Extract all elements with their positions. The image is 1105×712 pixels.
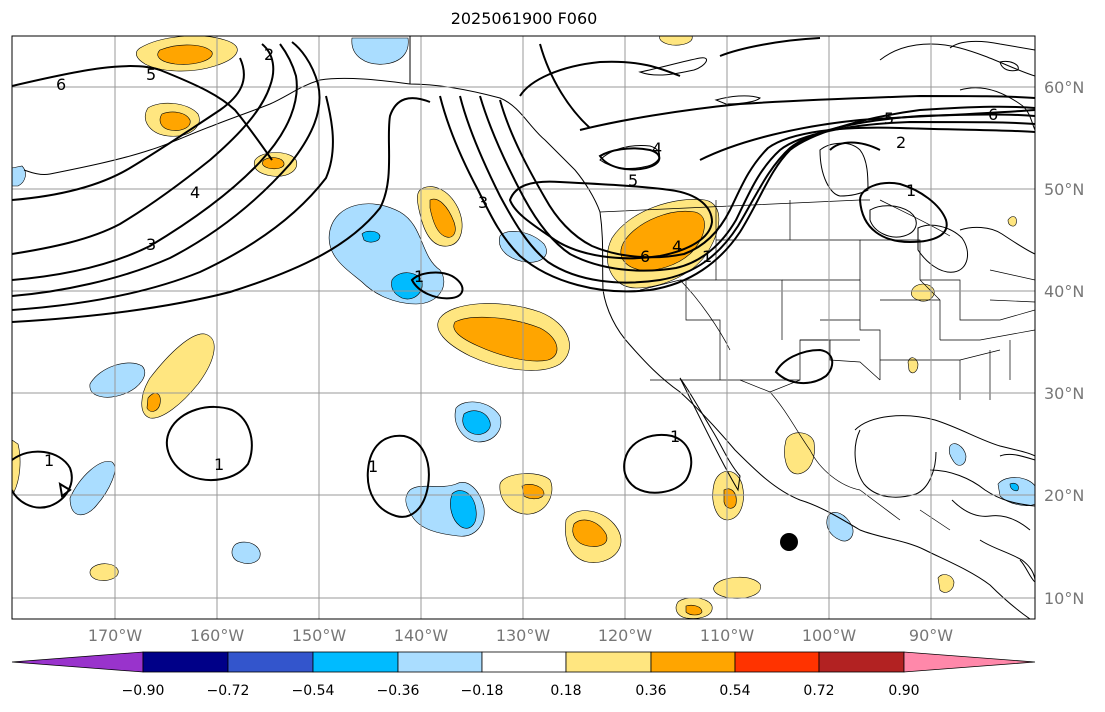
state-boundaries <box>599 199 1035 531</box>
colorbar-tick-label: −0.18 <box>460 683 504 699</box>
lon-label: 160°W <box>189 626 245 645</box>
colorbar-tick-label: −0.72 <box>206 683 250 699</box>
map-frame <box>11 35 1036 620</box>
colorbar-tick-label: 0.18 <box>550 683 582 699</box>
contour-label: 1 <box>906 181 916 200</box>
storm-position-dot <box>780 533 798 551</box>
contour-label: 3 <box>146 235 156 254</box>
contour-lines <box>12 37 1035 518</box>
lon-label: 130°W <box>495 626 551 645</box>
graticule <box>12 36 1035 619</box>
colorbar-tick-label: 0.72 <box>803 683 835 699</box>
colorbar-segment <box>142 651 229 673</box>
colorbar-segment <box>227 651 314 673</box>
shaded-field <box>12 36 1035 619</box>
colorbar-segment <box>565 651 652 673</box>
lon-label: 170°W <box>87 626 143 645</box>
colorbar-segment <box>818 651 905 673</box>
colorbar-segment <box>312 651 399 673</box>
colorbar-tick-label: −0.36 <box>376 683 420 699</box>
contour-label-group: 6 5 2 4 3 3 5 4 2 6 5 1 6 4 1 1 1 1 1 1 <box>44 45 998 476</box>
lat-label: 40°N <box>1044 282 1085 301</box>
contour-label: 1 <box>702 247 712 266</box>
lat-label: 30°N <box>1044 384 1085 403</box>
lon-label: 100°W <box>801 626 857 645</box>
colorbar-tick-label: −0.90 <box>121 683 165 699</box>
lon-label: 120°W <box>597 626 653 645</box>
contour-label: 1 <box>368 457 378 476</box>
contour-label: 4 <box>190 183 200 202</box>
contour-label: 4 <box>672 237 682 256</box>
colorbar-segment <box>481 651 567 673</box>
lon-label: 140°W <box>393 626 449 645</box>
lon-label: 150°W <box>291 626 347 645</box>
contour-label: 2 <box>896 133 906 152</box>
contour-label: 4 <box>652 139 662 158</box>
lat-label: 10°N <box>1044 589 1085 608</box>
contour-label: 1 <box>214 455 224 474</box>
contour-label: 6 <box>56 75 66 94</box>
colorbar-tick-label: 0.36 <box>635 683 667 699</box>
contour-label: 3 <box>478 193 488 212</box>
colorbar-segment <box>397 651 483 673</box>
contour-label: 6 <box>988 105 998 124</box>
lon-label: 90°W <box>908 626 954 645</box>
colorbar-lower-extension <box>11 651 144 673</box>
lon-label: 110°W <box>699 626 755 645</box>
contour-label: 1 <box>670 427 680 446</box>
colorbar-tick-label: 0.90 <box>888 683 920 699</box>
contour-label: 5 <box>628 171 638 190</box>
contour-label: 5 <box>884 109 894 128</box>
colorbar-tick-label: 0.54 <box>719 683 751 699</box>
map-title: 2025061900 F060 <box>450 9 598 28</box>
colorbar-upper-extension <box>903 651 1036 673</box>
colorbar <box>11 651 1036 673</box>
contour-label: 1 <box>414 267 424 286</box>
lat-label: 60°N <box>1044 78 1085 97</box>
contour-label: 2 <box>264 45 274 64</box>
lat-label: 50°N <box>1044 180 1085 199</box>
contour-label: 1 <box>44 451 54 470</box>
colorbar-segment <box>650 651 736 673</box>
colorbar-segment <box>734 651 820 673</box>
coastlines <box>23 36 1035 619</box>
colorbar-tick-label: −0.54 <box>291 683 335 699</box>
contour-label: 6 <box>640 247 650 266</box>
lat-label: 20°N <box>1044 486 1085 505</box>
contour-label: 5 <box>146 65 156 84</box>
